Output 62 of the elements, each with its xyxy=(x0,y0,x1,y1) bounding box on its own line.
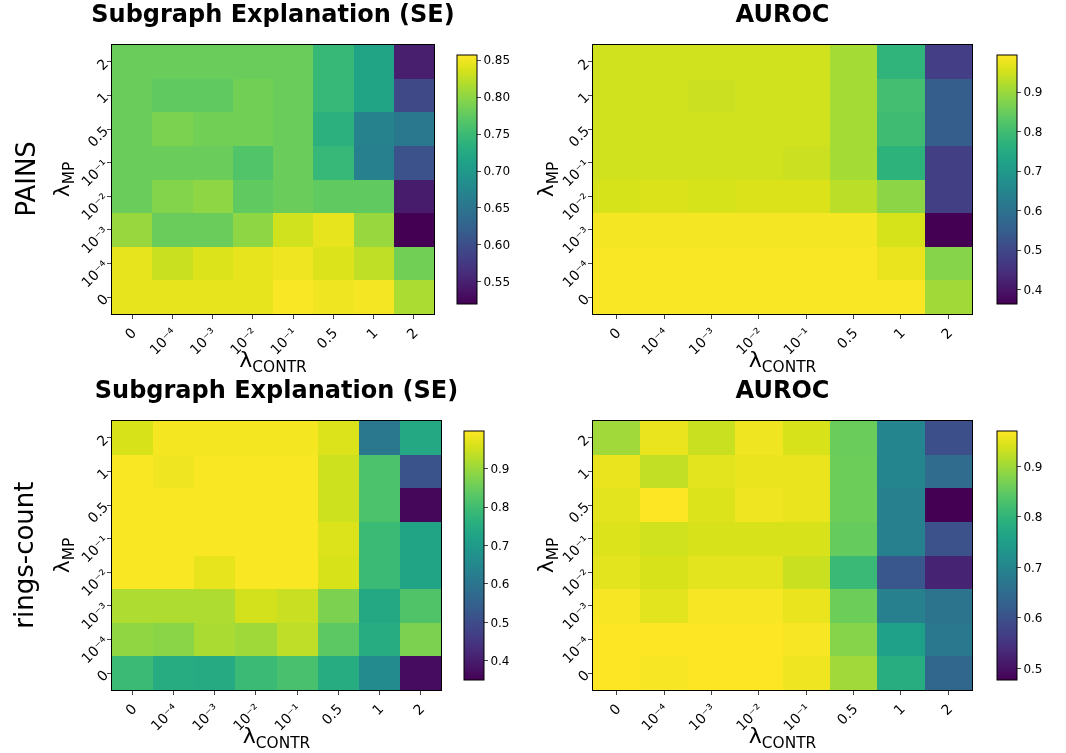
x-tick-label: 0 xyxy=(606,700,624,719)
x-tick-label: 2 xyxy=(937,324,956,343)
y-tick-label: 2 xyxy=(93,55,112,74)
x-tick-label: 0 xyxy=(606,324,624,343)
color-bar-label: 0.75 xyxy=(483,127,511,142)
x-tick-label: 0.5 xyxy=(833,700,861,728)
color-bar-label: 0.80 xyxy=(483,90,511,105)
chart-title: AUROC xyxy=(735,0,830,29)
x-tick-label: 1 xyxy=(363,324,381,343)
y-tick-label: 2 xyxy=(574,431,593,450)
x-tick-label: 0.5 xyxy=(833,324,861,352)
color-bar-label: 0.85 xyxy=(483,53,511,68)
x-tick-label: 1 xyxy=(890,700,909,719)
color-bar-label: 0.8 xyxy=(1023,124,1043,139)
y-tick-label: 0 xyxy=(574,666,593,685)
color-bar-label: 0.8 xyxy=(490,500,510,515)
x-tick-label: 0.5 xyxy=(318,700,346,728)
y-tick-label: 1 xyxy=(93,89,112,107)
color-bar-label: 0.8 xyxy=(1023,510,1043,525)
color-bar-label: 0.4 xyxy=(490,653,510,668)
color-bar-label: 0.55 xyxy=(483,275,511,290)
y-tick-label: 1 xyxy=(574,465,593,483)
color-bar-label: 0.5 xyxy=(1023,243,1043,258)
color-bar-label: 0.9 xyxy=(490,461,510,476)
chart-title: Subgraph Explanation (SE) xyxy=(94,376,459,405)
color-bar-label: 0.7 xyxy=(490,538,510,553)
y-tick-label: 0.5 xyxy=(565,122,593,150)
color-bar-label: 0.6 xyxy=(1023,611,1043,626)
x-tick-label: 2 xyxy=(409,700,428,719)
color-bar-label: 0.65 xyxy=(483,201,511,216)
color-bar-label: 0.9 xyxy=(1023,85,1043,100)
color-bar-label: 0.5 xyxy=(490,615,510,630)
color-bar-label: 0.4 xyxy=(1023,282,1043,297)
y-tick-label: 0 xyxy=(93,666,112,685)
x-tick-label: 2 xyxy=(403,324,421,343)
color-bar-label: 0.9 xyxy=(1023,459,1043,474)
color-bar-label: 0.6 xyxy=(1023,203,1043,218)
color-bar-label: 0.60 xyxy=(483,238,511,253)
y-tick-label: 0 xyxy=(574,290,593,309)
x-tick-label: 0 xyxy=(121,324,140,343)
color-bar-label: 0.7 xyxy=(1023,560,1043,575)
text: rings-count xyxy=(8,481,39,629)
color-bar-label: 0.6 xyxy=(490,577,510,592)
y-tick-label: 1 xyxy=(574,89,593,107)
x-tick-label: 0 xyxy=(122,700,140,719)
y-tick-label: 2 xyxy=(574,55,593,74)
y-tick-label: 2 xyxy=(93,431,112,450)
y-tick-label: 0.5 xyxy=(565,498,593,526)
color-bar-label: 0.5 xyxy=(1023,661,1043,676)
x-tick-label: 1 xyxy=(890,324,909,343)
x-tick-label: 2 xyxy=(937,700,956,719)
y-tick-label: 1 xyxy=(93,465,112,483)
y-tick-label: 0.5 xyxy=(84,498,112,526)
y-tick-label: 0.5 xyxy=(84,122,112,150)
color-bar-label: 0.7 xyxy=(1023,164,1043,179)
color-bar-label: 0.70 xyxy=(483,164,511,179)
x-tick-label: 1 xyxy=(368,700,387,719)
chart-title: Subgraph Explanation (SE) xyxy=(91,0,455,29)
text: PAINS xyxy=(10,141,41,217)
chart-title: AUROC xyxy=(735,376,830,405)
y-tick-label: 0 xyxy=(93,290,112,309)
x-tick-label: 0.5 xyxy=(313,324,341,352)
